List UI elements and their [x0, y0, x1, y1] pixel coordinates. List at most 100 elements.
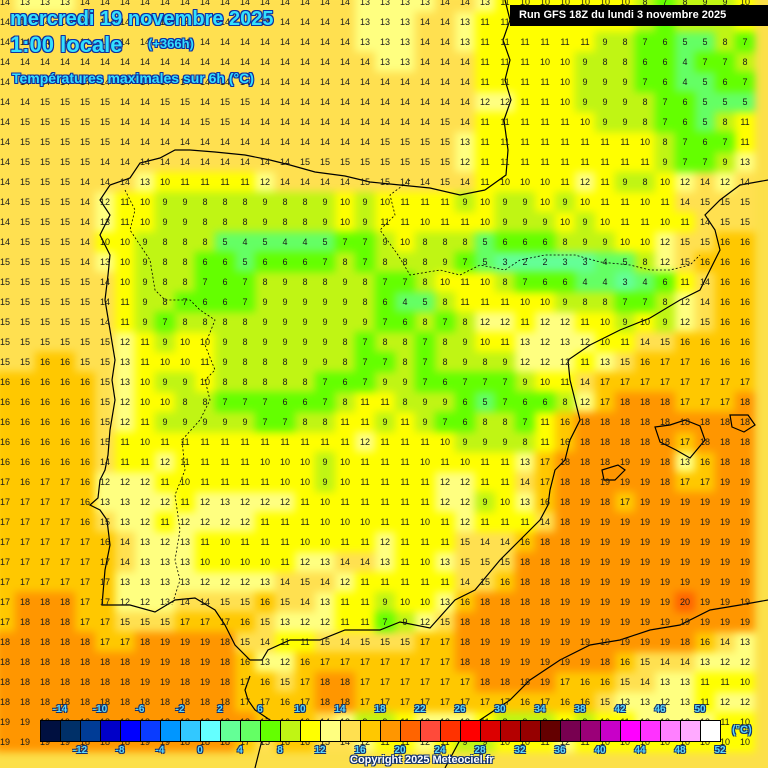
field-cell	[595, 192, 615, 212]
field-cell	[195, 132, 215, 152]
field-cell	[615, 92, 635, 112]
legend-swatch	[181, 721, 201, 741]
field-cell	[735, 72, 755, 92]
legend-swatch	[281, 721, 301, 741]
legend-swatch	[401, 721, 421, 741]
legend-tick-bottom: 0	[197, 745, 203, 756]
field-cell	[515, 132, 535, 152]
field-cell	[735, 172, 755, 192]
field-cell	[375, 52, 395, 72]
legend-swatch	[221, 721, 241, 741]
field-cell	[155, 32, 175, 52]
field-cell	[315, 92, 335, 112]
legend-tick-bottom: 36	[554, 745, 566, 756]
field-cell	[0, 32, 15, 52]
field-cell	[235, 192, 255, 212]
field-cell	[55, 112, 75, 132]
field-cell	[155, 192, 175, 212]
field-cell	[95, 152, 115, 172]
field-cell	[415, 72, 435, 92]
field-cell	[455, 172, 475, 192]
field-cell	[335, 12, 355, 32]
field-cell	[555, 132, 575, 152]
field-cell	[75, 0, 95, 12]
field-cell	[95, 0, 115, 12]
legend-swatch	[601, 721, 621, 741]
field-cell	[275, 192, 295, 212]
field-cell	[575, 32, 595, 52]
field-cell	[35, 192, 55, 212]
field-cell	[275, 72, 295, 92]
field-cell	[235, 92, 255, 112]
field-cell	[115, 132, 135, 152]
legend-tick-top: -14	[52, 704, 68, 715]
field-cell	[15, 0, 35, 12]
field-cell	[315, 112, 335, 132]
field-cell	[415, 192, 435, 212]
field-cell	[175, 52, 195, 72]
field-cell	[675, 152, 695, 172]
field-cell	[95, 52, 115, 72]
legend-tick-top: -6	[135, 704, 145, 715]
field-cell	[355, 12, 375, 32]
field-cell	[695, 72, 715, 92]
field-cell	[235, 152, 255, 172]
field-cell	[635, 132, 655, 152]
field-cell	[235, 32, 255, 52]
legend-swatch	[461, 721, 481, 741]
field-cell	[0, 112, 15, 132]
field-cell	[695, 192, 715, 212]
field-cell	[215, 52, 235, 72]
field-cell	[295, 152, 315, 172]
field-cell	[235, 12, 255, 32]
field-cell	[95, 112, 115, 132]
field-cell	[335, 92, 355, 112]
field-cell	[335, 132, 355, 152]
field-cell	[635, 152, 655, 172]
field-cell	[215, 72, 235, 92]
field-cell	[215, 132, 235, 152]
field-cell	[675, 72, 695, 92]
field-cell	[15, 132, 35, 152]
legend-swatch	[101, 721, 121, 741]
field-cell	[675, 192, 695, 212]
field-cell	[535, 32, 555, 52]
field-cell	[75, 12, 95, 32]
legend-tick-top: 26	[454, 704, 466, 715]
field-cell	[55, 32, 75, 52]
field-cell	[675, 112, 695, 132]
field-cell	[715, 72, 735, 92]
border-line	[379, 179, 701, 276]
legend-swatch	[61, 721, 81, 741]
field-cell	[615, 152, 635, 172]
field-cell	[255, 92, 275, 112]
field-cell	[475, 132, 495, 152]
field-cell	[735, 152, 755, 172]
field-cell	[135, 0, 155, 12]
field-cell	[335, 152, 355, 172]
field-cell	[675, 52, 695, 72]
legend-tick-bottom: -4	[155, 745, 165, 756]
field-cell	[135, 52, 155, 72]
field-cell	[695, 152, 715, 172]
field-cell	[115, 72, 135, 92]
field-cell	[295, 32, 315, 52]
field-cell	[195, 0, 215, 12]
field-cell	[175, 152, 195, 172]
legend-tick-bottom: 48	[674, 745, 686, 756]
field-cell	[155, 12, 175, 32]
field-cell	[255, 72, 275, 92]
field-cell	[75, 152, 95, 172]
field-cell	[595, 72, 615, 92]
field-cell	[615, 172, 635, 192]
field-cell	[395, 0, 415, 12]
field-cell	[475, 72, 495, 92]
field-cell	[515, 32, 535, 52]
field-cell	[255, 132, 275, 152]
field-cell	[275, 92, 295, 112]
field-cell	[535, 172, 555, 192]
field-cell	[615, 32, 635, 52]
field-cell	[635, 92, 655, 112]
